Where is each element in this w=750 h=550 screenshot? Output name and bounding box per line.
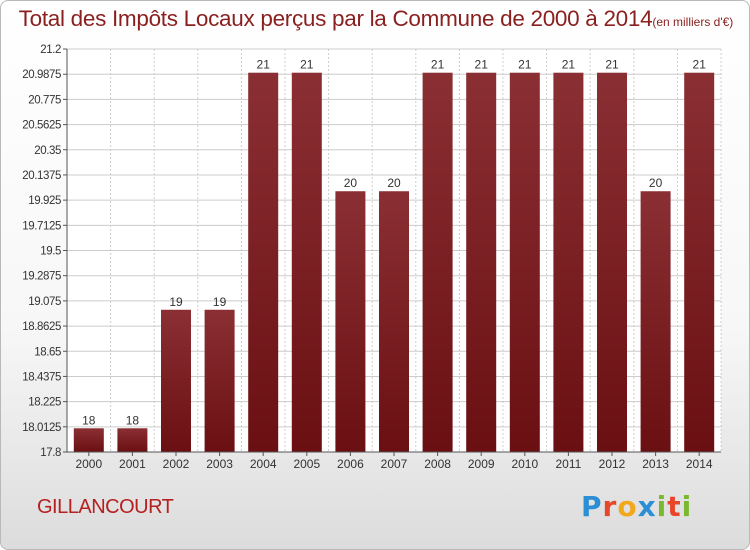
bar-value-label: 18 xyxy=(126,413,140,427)
xtick-label: 2002 xyxy=(163,457,190,471)
bar-value-label: 21 xyxy=(562,58,576,72)
bar-value-label: 21 xyxy=(475,58,489,72)
bar xyxy=(161,309,191,452)
logo-letter: x xyxy=(637,490,657,523)
ytick-label: 20.1375 xyxy=(22,170,61,182)
logo-letter: r xyxy=(602,490,618,523)
ytick-label: 19.5 xyxy=(40,246,61,258)
bar xyxy=(422,72,453,453)
bar xyxy=(73,428,104,452)
bar xyxy=(248,72,279,453)
ytick-label: 19.925 xyxy=(28,195,61,207)
xtick-label: 2001 xyxy=(119,457,146,471)
ytick-label: 18.4375 xyxy=(22,371,61,383)
bar-value-label: 21 xyxy=(693,58,707,72)
xtick-label: 2008 xyxy=(424,457,451,471)
bar-value-label: 20 xyxy=(387,176,401,190)
xtick-label: 2003 xyxy=(206,457,233,471)
xtick-label: 2011 xyxy=(555,457,581,471)
xtick-label: 2006 xyxy=(337,457,364,471)
bar-value-label: 21 xyxy=(257,58,271,72)
xtick-label: 2007 xyxy=(381,457,408,471)
xtick-label: 2005 xyxy=(293,457,320,471)
xtick-label: 2004 xyxy=(250,457,277,471)
bar-value-label: 20 xyxy=(649,176,663,190)
xtick-label: 2012 xyxy=(599,457,626,471)
xtick-label: 2014 xyxy=(686,457,713,471)
chart-title-text: Total des Impôts Locaux perçus par la Co… xyxy=(18,6,653,31)
xtick-label: 2000 xyxy=(75,457,102,471)
bar-value-label: 21 xyxy=(431,58,445,72)
bar xyxy=(640,191,671,452)
xtick-label: 2009 xyxy=(468,457,495,471)
proxiti-logo: Proxiti xyxy=(581,490,692,523)
logo-letter: t xyxy=(667,490,682,523)
bar-value-label: 21 xyxy=(605,58,619,72)
ytick-label: 19.075 xyxy=(28,296,61,308)
bar xyxy=(335,191,366,452)
chart-title-unit: (en milliers d'€) xyxy=(652,15,734,29)
ytick-label: 19.2875 xyxy=(22,271,61,283)
bar-value-label: 18 xyxy=(82,413,96,427)
ytick-label: 19.7125 xyxy=(22,220,61,232)
ytick-label: 20.9875 xyxy=(22,69,61,81)
bar xyxy=(291,72,322,453)
chart-title: Total des Impôts Locaux perçus par la Co… xyxy=(1,6,749,32)
ytick-label: 21.2 xyxy=(40,44,61,56)
bar-value-label: 19 xyxy=(169,295,183,309)
bar xyxy=(553,72,584,453)
bar-value-label: 20 xyxy=(344,176,358,190)
xtick-label: 2010 xyxy=(511,457,538,471)
ytick-label: 18.0125 xyxy=(22,422,61,434)
logo-letter: i xyxy=(656,490,668,523)
commune-name: GILLANCOURT xyxy=(37,496,174,518)
logo-letter: o xyxy=(617,490,638,523)
logo-letter: P xyxy=(581,490,603,523)
bar-value-label: 21 xyxy=(300,58,314,72)
ytick-label: 20.775 xyxy=(28,94,61,106)
bar xyxy=(684,72,715,453)
bar xyxy=(117,428,148,452)
ytick-label: 18.8625 xyxy=(22,321,61,333)
bar xyxy=(509,72,540,453)
bar xyxy=(597,72,627,453)
bar-value-label: 19 xyxy=(213,295,227,309)
ytick-label: 20.5625 xyxy=(22,120,61,132)
ytick-label: 20.35 xyxy=(34,145,61,157)
logo-letter: i xyxy=(681,490,693,523)
bar xyxy=(466,72,497,453)
ytick-label: 18.65 xyxy=(34,346,61,358)
ytick-label: 17.8 xyxy=(40,447,61,459)
bar xyxy=(204,309,235,452)
xtick-label: 2013 xyxy=(642,457,669,471)
bar-value-label: 21 xyxy=(518,58,532,72)
bar xyxy=(379,191,409,452)
ytick-label: 18.225 xyxy=(28,397,61,409)
